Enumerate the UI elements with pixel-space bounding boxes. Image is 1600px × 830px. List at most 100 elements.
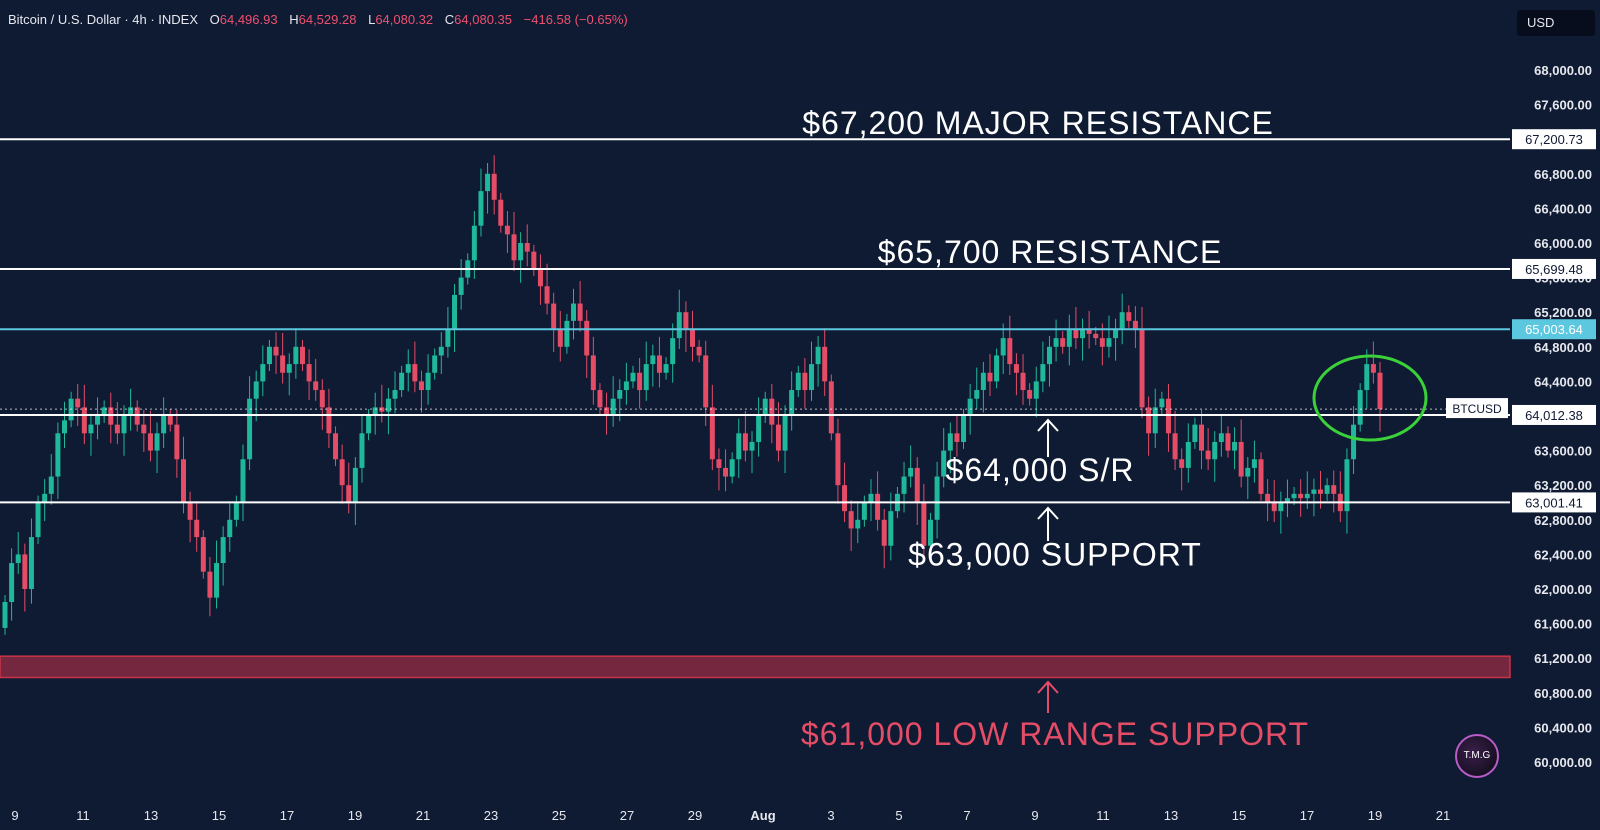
candle-body: [835, 433, 841, 486]
candle-body: [128, 407, 134, 416]
price-tag-bg: [1512, 258, 1596, 279]
candle-body: [597, 390, 603, 408]
highlight-circle: [1312, 354, 1428, 442]
candle-body: [729, 459, 735, 477]
candle-body: [815, 346, 821, 365]
candle-body: [306, 364, 312, 382]
candle-body: [908, 467, 914, 477]
candle-body: [1311, 489, 1317, 494]
candle-body: [95, 416, 101, 425]
candle-body: [1232, 441, 1238, 451]
x-tick-label: 19: [1368, 808, 1382, 823]
candle-body: [789, 390, 795, 416]
price-tag: 67,200.73: [1525, 132, 1583, 147]
candle-body: [1159, 398, 1165, 408]
candle-body: [385, 398, 391, 412]
candle-body: [101, 407, 107, 416]
candle-body: [405, 364, 411, 373]
candle-body: [557, 329, 563, 347]
candle-body: [114, 424, 120, 434]
candle-body: [802, 372, 808, 391]
candle-body: [372, 407, 378, 416]
close-value: 64,080.35: [454, 12, 513, 27]
candle-body: [690, 329, 695, 347]
candle-body: [1053, 338, 1059, 347]
candle-body: [108, 407, 114, 425]
currency-button[interactable]: USD: [1517, 10, 1595, 36]
candle-body: [590, 355, 596, 391]
candle-body: [696, 346, 702, 356]
candle-body: [458, 277, 464, 295]
candle-body: [22, 554, 28, 589]
candle-body: [147, 433, 153, 451]
candle-body: [914, 467, 920, 503]
candle-body: [987, 372, 993, 382]
candle-body: [1351, 424, 1357, 460]
y-tick-label: 67,600.00: [1534, 98, 1592, 113]
y-tick-label: 60,000.00: [1534, 755, 1592, 770]
y-tick-label: 63,200.00: [1534, 478, 1592, 493]
candle-body: [233, 502, 239, 520]
candle-body: [637, 372, 643, 391]
candle-body: [1298, 493, 1304, 499]
candle-body: [980, 372, 986, 391]
candle-body: [518, 243, 524, 261]
candle-body: [399, 372, 405, 391]
candle-body: [1046, 346, 1052, 365]
candle-body: [861, 502, 867, 520]
x-tick-label: 17: [280, 808, 294, 823]
candle-body: [571, 303, 577, 321]
candle-body: [247, 398, 253, 460]
symbol-title: Bitcoin / U.S. Dollar · 4h · INDEX: [8, 12, 198, 27]
y-tick-label: 62,800.00: [1534, 513, 1592, 528]
price-tag: 63,001.41: [1525, 495, 1583, 510]
high-value: 64,529.28: [298, 12, 357, 27]
candle-body: [214, 563, 220, 598]
candle-body: [154, 433, 160, 451]
tmg-logo: T.M.G: [1455, 734, 1499, 778]
candle-body: [366, 416, 372, 434]
open-label: O: [209, 12, 220, 27]
candle-body: [1126, 312, 1132, 321]
level-annotation: $67,200 MAJOR RESISTANCE: [802, 105, 1274, 141]
candle-body: [967, 398, 973, 416]
candle-body: [941, 450, 947, 477]
candle-body: [1073, 329, 1079, 339]
x-tick-label: 25: [552, 808, 566, 823]
candle-body: [610, 398, 616, 416]
price-tag-bg: [1512, 129, 1596, 150]
x-tick-label: 21: [1436, 808, 1450, 823]
candle-body: [584, 320, 590, 356]
high-label: H: [289, 12, 299, 27]
candle-body: [220, 537, 226, 564]
candle-body: [1099, 338, 1105, 347]
candle-body: [134, 407, 140, 425]
candle-body: [42, 493, 48, 503]
candle-body: [1192, 424, 1198, 442]
low-value: 64,080.32: [375, 12, 434, 27]
candle-body: [28, 537, 34, 589]
x-tick-label: 5: [895, 808, 902, 823]
candle-body: [266, 346, 272, 365]
arrow-low-range-head: [1037, 680, 1059, 694]
candle-body: [498, 199, 504, 226]
candle-body: [1040, 364, 1046, 382]
candle-body: [1357, 390, 1363, 425]
x-tick-label: 11: [1096, 808, 1110, 823]
chart-header: Bitcoin / U.S. Dollar · 4h · INDEX O64,4…: [8, 12, 628, 27]
candle-body: [1119, 312, 1125, 330]
candle-body: [630, 372, 636, 382]
candle-body: [683, 312, 689, 330]
candle-body: [432, 355, 438, 373]
candle-body: [1172, 433, 1178, 460]
x-tick-label: 7: [963, 808, 970, 823]
candle-body: [1020, 372, 1026, 391]
candle-body: [1086, 329, 1092, 334]
candle-body: [1265, 493, 1271, 503]
candle-body: [1007, 338, 1013, 365]
candle-body: [782, 416, 788, 451]
symbol-tag: BTCUSD: [1452, 402, 1502, 416]
x-tick-label: 23: [484, 808, 498, 823]
candle-body: [934, 476, 940, 520]
